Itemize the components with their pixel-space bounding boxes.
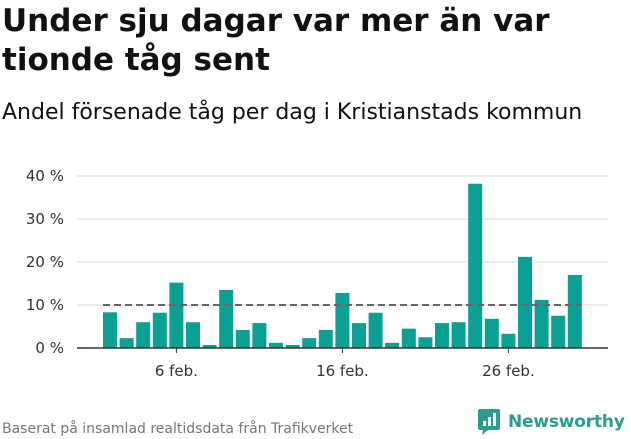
y-tick-label: 10 % [26, 296, 64, 314]
bar [551, 315, 566, 348]
bar [451, 322, 466, 348]
bar [368, 312, 383, 348]
y-tick-label: 40 % [26, 167, 64, 185]
bar [252, 323, 267, 348]
bar [202, 344, 217, 348]
bar [136, 322, 151, 348]
bar [186, 322, 200, 348]
x-tick-label: 26 feb. [482, 362, 535, 380]
y-tick-label: 0 % [35, 339, 64, 357]
bar [269, 342, 283, 348]
x-tick-label: 6 feb. [155, 362, 198, 380]
source-note: Baserat på insamlad realtidsdata från Tr… [2, 421, 354, 437]
bar-chart: 0 % 10 % 20 % 30 % 40 % 6 feb. 16 feb. 26 feb. [26, 167, 608, 380]
bar [567, 274, 582, 348]
bar [501, 333, 516, 348]
bar [352, 323, 366, 348]
brand-name: Newsworthy [508, 412, 625, 432]
y-tick-label: 30 % [26, 210, 64, 228]
bar [152, 312, 167, 348]
bar [285, 344, 300, 348]
newsworthy-logo-icon [478, 409, 500, 435]
x-tick-label: 16 feb. [316, 362, 369, 380]
bar [484, 318, 499, 348]
bar [302, 338, 317, 348]
chart-subtitle: Andel försenade tåg per dag i Kristianst… [2, 100, 583, 125]
y-tick-label: 20 % [26, 253, 64, 271]
bar [318, 329, 333, 348]
bar [235, 329, 250, 348]
bar [435, 323, 449, 348]
bar [219, 289, 234, 348]
bar [103, 312, 117, 348]
bar [335, 292, 350, 348]
bar [401, 328, 416, 348]
chart-title: Under sju dagar var mer än var tionde tå… [2, 3, 550, 78]
bar [518, 256, 532, 348]
brand-logo[interactable]: Newsworthy [476, 407, 625, 437]
bar [119, 338, 134, 348]
bar [534, 299, 549, 348]
bar [169, 282, 184, 348]
bar [385, 342, 400, 348]
bar [468, 183, 483, 348]
bar [418, 337, 433, 348]
